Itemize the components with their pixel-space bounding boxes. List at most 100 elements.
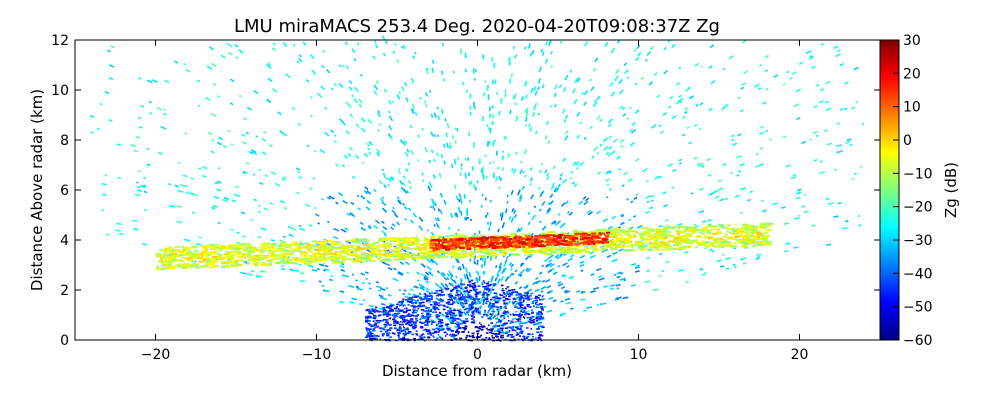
echo-mark bbox=[483, 242, 488, 245]
echo-mark bbox=[438, 172, 442, 178]
echo-mark bbox=[321, 241, 328, 244]
echo-mark bbox=[375, 306, 378, 309]
echo-mark bbox=[436, 337, 439, 340]
echo-mark bbox=[492, 141, 495, 147]
echo-mark bbox=[485, 241, 490, 243]
echo-mark bbox=[171, 248, 174, 251]
echo-mark bbox=[449, 293, 452, 295]
echo-mark bbox=[360, 272, 366, 276]
echo-mark bbox=[378, 249, 382, 252]
echo-mark bbox=[595, 229, 599, 232]
echo-mark bbox=[606, 230, 611, 233]
echo-mark bbox=[465, 273, 469, 280]
echo-mark bbox=[399, 255, 406, 258]
echo-mark bbox=[523, 337, 526, 340]
echo-mark bbox=[586, 234, 590, 236]
echo-mark bbox=[812, 130, 818, 135]
echo-mark bbox=[425, 319, 429, 322]
echo-mark bbox=[404, 151, 409, 158]
echo-mark bbox=[615, 237, 621, 240]
echo-mark bbox=[387, 306, 391, 308]
echo-mark bbox=[499, 241, 505, 244]
echo-mark bbox=[430, 131, 434, 137]
echo-mark bbox=[479, 305, 482, 310]
echo-layer bbox=[89, 35, 865, 342]
echo-mark bbox=[211, 62, 217, 68]
echo-mark bbox=[416, 159, 420, 162]
echo-mark bbox=[428, 256, 435, 259]
echo-mark bbox=[608, 135, 612, 140]
echo-mark bbox=[502, 248, 507, 251]
echo-mark bbox=[597, 171, 601, 176]
echo-mark bbox=[305, 78, 310, 83]
echo-mark bbox=[297, 246, 302, 249]
echo-mark bbox=[326, 220, 330, 224]
echo-mark bbox=[675, 241, 680, 243]
echo-mark bbox=[216, 180, 222, 184]
echo-mark bbox=[434, 217, 438, 222]
echo-mark bbox=[230, 245, 234, 248]
echo-mark bbox=[326, 68, 331, 74]
echo-mark bbox=[476, 278, 479, 283]
echo-mark bbox=[691, 229, 698, 232]
echo-mark bbox=[515, 115, 519, 122]
echo-mark bbox=[403, 320, 405, 322]
echo-mark bbox=[643, 231, 647, 234]
echo-mark bbox=[460, 163, 463, 167]
echo-mark bbox=[681, 133, 686, 137]
echo-mark bbox=[464, 325, 467, 327]
echo-mark bbox=[387, 332, 391, 334]
echo-mark bbox=[489, 221, 492, 227]
echo-mark bbox=[658, 241, 662, 243]
echo-mark bbox=[658, 275, 662, 278]
echo-mark bbox=[416, 271, 421, 275]
echo-mark bbox=[564, 200, 569, 205]
echo-mark bbox=[803, 193, 807, 197]
echo-mark bbox=[507, 320, 510, 322]
echo-mark bbox=[425, 67, 429, 75]
echo-mark bbox=[390, 239, 394, 242]
echo-mark bbox=[500, 98, 503, 104]
echo-mark bbox=[531, 214, 536, 221]
echo-mark bbox=[537, 326, 540, 328]
echo-mark bbox=[564, 242, 569, 245]
echo-mark bbox=[609, 81, 614, 87]
echo-mark bbox=[746, 198, 751, 202]
echo-mark bbox=[212, 82, 217, 86]
echo-mark bbox=[333, 82, 338, 87]
echo-mark bbox=[693, 156, 698, 160]
echo-mark bbox=[370, 332, 374, 335]
echo-mark bbox=[500, 252, 505, 255]
echo-mark bbox=[383, 308, 386, 311]
echo-mark bbox=[508, 289, 512, 292]
echo-mark bbox=[570, 307, 574, 310]
echo-mark bbox=[412, 298, 418, 302]
echo-mark bbox=[444, 255, 449, 258]
echo-mark bbox=[423, 274, 429, 279]
echo-mark bbox=[375, 80, 379, 84]
echo-mark bbox=[684, 251, 689, 254]
echo-mark bbox=[491, 308, 495, 313]
echo-mark bbox=[402, 336, 406, 339]
echo-mark bbox=[708, 107, 713, 112]
echo-mark bbox=[484, 80, 487, 83]
echo-mark bbox=[608, 170, 613, 175]
echo-mark bbox=[481, 241, 486, 244]
echo-mark bbox=[474, 262, 477, 265]
echo-mark bbox=[606, 196, 609, 199]
echo-mark bbox=[400, 85, 405, 92]
echo-mark bbox=[484, 197, 487, 201]
echo-mark bbox=[213, 265, 219, 268]
echo-mark bbox=[472, 319, 475, 321]
echo-mark bbox=[612, 228, 616, 231]
echo-mark bbox=[441, 43, 444, 47]
echo-mark bbox=[466, 290, 470, 293]
echo-mark bbox=[379, 296, 385, 300]
echo-mark bbox=[368, 257, 373, 260]
echo-mark bbox=[462, 306, 465, 309]
echo-mark bbox=[300, 254, 303, 257]
echo-mark bbox=[480, 334, 482, 337]
echo-mark bbox=[388, 100, 392, 105]
echo-mark bbox=[287, 225, 293, 229]
echo-mark bbox=[549, 105, 552, 108]
